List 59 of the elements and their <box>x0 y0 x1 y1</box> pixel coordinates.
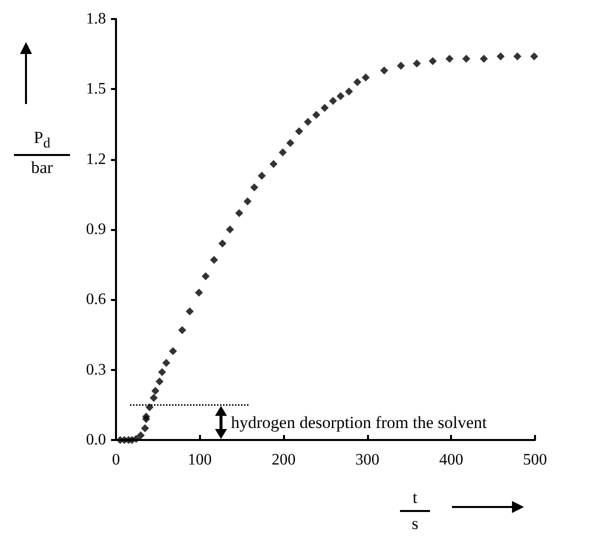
point <box>320 104 329 112</box>
point <box>336 92 345 100</box>
point <box>132 434 140 443</box>
point <box>428 57 437 66</box>
annotation: hydrogen desorption from the solvent <box>231 412 488 432</box>
point <box>140 424 149 432</box>
point <box>412 59 421 68</box>
x-axis-title: t s <box>410 488 420 534</box>
point <box>151 386 160 395</box>
point <box>278 148 287 156</box>
point <box>210 256 218 264</box>
point <box>286 138 294 147</box>
point <box>270 160 278 168</box>
point <box>162 358 170 367</box>
point <box>312 110 320 119</box>
x-tick-label: 500 <box>523 452 547 468</box>
point <box>244 197 252 206</box>
x-tick-label: 300 <box>355 452 380 468</box>
point <box>480 54 488 63</box>
point <box>258 172 266 180</box>
point <box>496 52 505 60</box>
y-tick-label: 1.8 <box>86 10 106 28</box>
point <box>168 347 177 356</box>
point <box>218 240 226 248</box>
point <box>136 431 145 440</box>
point <box>158 368 166 376</box>
y-tick-label: 0.0 <box>86 432 106 448</box>
point <box>250 183 258 192</box>
point <box>513 52 522 60</box>
point <box>194 288 203 297</box>
point <box>353 78 362 86</box>
x-tick-label: 400 <box>439 452 464 468</box>
point <box>344 88 353 96</box>
point <box>396 62 405 70</box>
point <box>202 272 210 280</box>
x-tick-label: 0 <box>112 452 120 468</box>
point <box>295 127 304 136</box>
x-tick-label: 100 <box>188 452 212 468</box>
point <box>446 54 454 63</box>
y-tick-label: 1.5 <box>86 80 106 98</box>
point <box>530 52 538 60</box>
point <box>329 96 338 105</box>
y-tick-label: 1.2 <box>86 150 106 168</box>
point <box>226 226 234 234</box>
point <box>380 66 388 74</box>
point <box>156 378 164 386</box>
point <box>150 394 158 402</box>
point <box>462 54 470 63</box>
y-tick-label: 0.6 <box>86 291 106 308</box>
point <box>146 403 154 412</box>
point <box>362 73 370 82</box>
point <box>178 326 186 334</box>
point <box>186 307 194 316</box>
point <box>235 209 244 218</box>
y-tick-label: 0.3 <box>86 361 106 378</box>
x-tick-label: 200 <box>272 452 296 468</box>
point <box>304 118 312 126</box>
y-axis-title: P$_{d}$ bar <box>30 128 54 178</box>
y-tick-label: 0.9 <box>86 221 106 238</box>
